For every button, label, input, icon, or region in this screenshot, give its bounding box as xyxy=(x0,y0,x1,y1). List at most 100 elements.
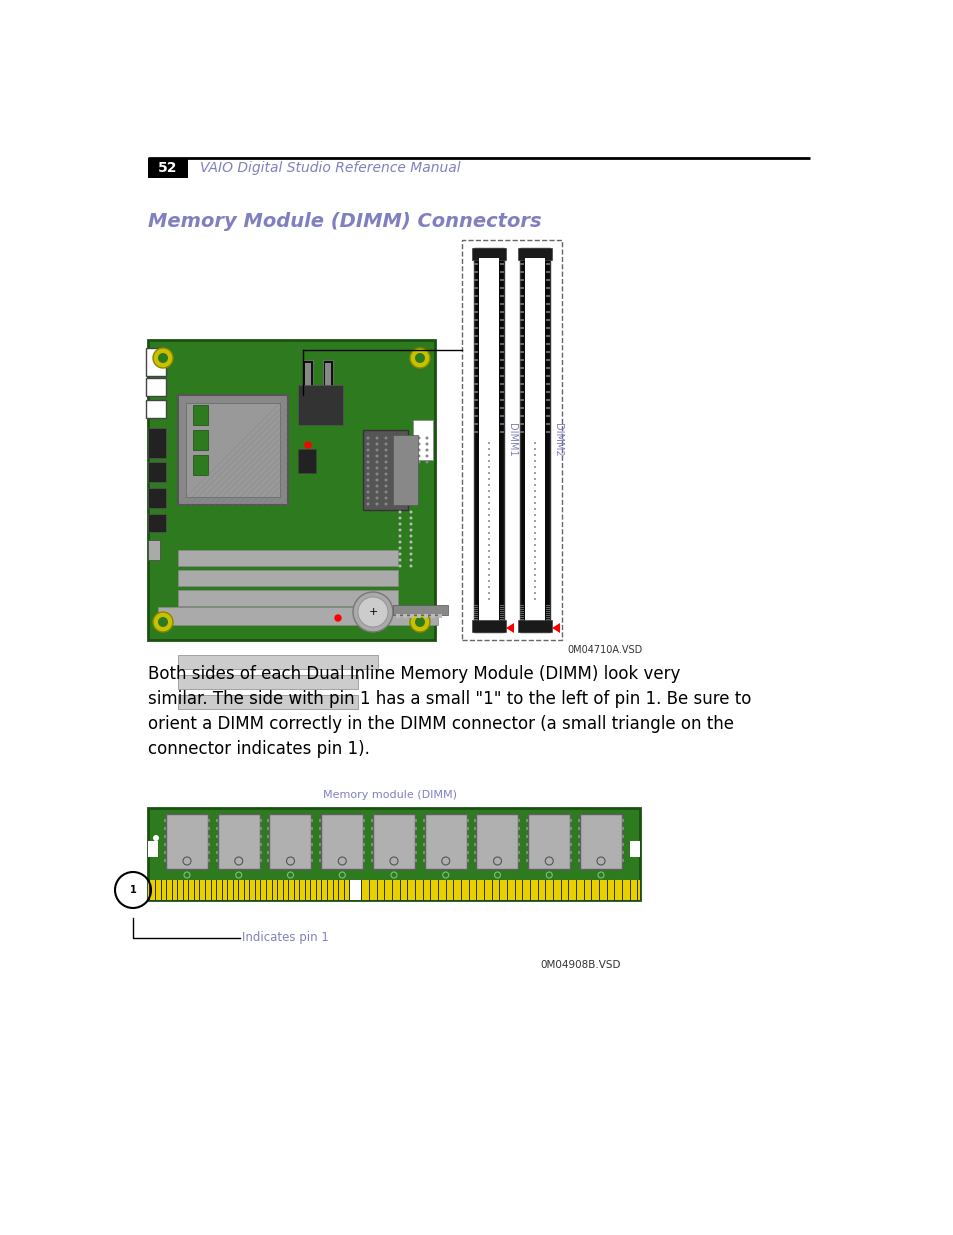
FancyBboxPatch shape xyxy=(499,279,503,282)
Circle shape xyxy=(158,618,168,627)
FancyBboxPatch shape xyxy=(221,881,222,900)
FancyBboxPatch shape xyxy=(474,408,477,409)
FancyBboxPatch shape xyxy=(519,622,523,624)
Circle shape xyxy=(366,461,369,463)
FancyBboxPatch shape xyxy=(519,343,523,345)
FancyBboxPatch shape xyxy=(545,375,550,377)
FancyBboxPatch shape xyxy=(621,881,622,900)
FancyBboxPatch shape xyxy=(312,844,314,846)
FancyBboxPatch shape xyxy=(259,819,261,823)
Circle shape xyxy=(488,556,490,558)
FancyBboxPatch shape xyxy=(499,399,503,401)
FancyBboxPatch shape xyxy=(146,378,166,396)
FancyBboxPatch shape xyxy=(399,881,400,900)
Circle shape xyxy=(425,461,428,463)
FancyBboxPatch shape xyxy=(259,835,261,839)
FancyBboxPatch shape xyxy=(499,311,503,312)
Circle shape xyxy=(366,496,369,499)
FancyBboxPatch shape xyxy=(164,851,166,853)
Circle shape xyxy=(534,508,536,510)
FancyBboxPatch shape xyxy=(621,835,623,839)
FancyBboxPatch shape xyxy=(460,881,461,900)
FancyBboxPatch shape xyxy=(395,614,399,618)
FancyBboxPatch shape xyxy=(254,881,255,900)
FancyBboxPatch shape xyxy=(498,881,499,900)
FancyBboxPatch shape xyxy=(476,814,518,869)
Circle shape xyxy=(353,592,393,632)
Circle shape xyxy=(393,478,396,482)
FancyBboxPatch shape xyxy=(466,827,468,830)
Text: 1: 1 xyxy=(130,885,136,895)
FancyBboxPatch shape xyxy=(474,335,477,337)
FancyBboxPatch shape xyxy=(578,827,579,830)
FancyBboxPatch shape xyxy=(499,431,503,433)
FancyBboxPatch shape xyxy=(474,622,477,624)
Circle shape xyxy=(488,532,490,534)
Text: VAIO Digital Studio Reference Manual: VAIO Digital Studio Reference Manual xyxy=(200,161,460,175)
FancyBboxPatch shape xyxy=(519,415,523,417)
FancyBboxPatch shape xyxy=(545,327,550,329)
FancyBboxPatch shape xyxy=(519,311,523,312)
Circle shape xyxy=(534,520,536,522)
FancyBboxPatch shape xyxy=(499,615,503,616)
FancyBboxPatch shape xyxy=(371,851,373,853)
Circle shape xyxy=(488,543,490,546)
Circle shape xyxy=(534,490,536,492)
FancyBboxPatch shape xyxy=(323,359,333,395)
FancyBboxPatch shape xyxy=(148,488,166,508)
FancyBboxPatch shape xyxy=(413,420,433,459)
Circle shape xyxy=(409,541,412,543)
FancyBboxPatch shape xyxy=(499,327,503,329)
FancyBboxPatch shape xyxy=(545,270,550,273)
FancyBboxPatch shape xyxy=(415,844,416,846)
FancyBboxPatch shape xyxy=(297,385,343,425)
FancyBboxPatch shape xyxy=(499,375,503,377)
FancyBboxPatch shape xyxy=(519,391,523,393)
FancyBboxPatch shape xyxy=(519,295,523,296)
Circle shape xyxy=(534,592,536,594)
Circle shape xyxy=(534,585,536,588)
FancyBboxPatch shape xyxy=(474,431,477,433)
FancyBboxPatch shape xyxy=(474,615,477,616)
FancyBboxPatch shape xyxy=(515,881,516,900)
FancyBboxPatch shape xyxy=(499,606,503,608)
FancyBboxPatch shape xyxy=(499,616,503,618)
Circle shape xyxy=(384,503,387,505)
Circle shape xyxy=(375,467,378,469)
Circle shape xyxy=(488,538,490,540)
FancyBboxPatch shape xyxy=(474,616,477,618)
FancyBboxPatch shape xyxy=(319,827,321,830)
FancyBboxPatch shape xyxy=(474,270,477,273)
Circle shape xyxy=(534,538,536,540)
FancyBboxPatch shape xyxy=(178,695,357,709)
FancyBboxPatch shape xyxy=(282,881,283,900)
Circle shape xyxy=(398,541,401,543)
FancyBboxPatch shape xyxy=(499,335,503,337)
FancyBboxPatch shape xyxy=(466,860,468,862)
FancyBboxPatch shape xyxy=(415,851,416,853)
FancyBboxPatch shape xyxy=(474,424,477,425)
Circle shape xyxy=(305,442,311,448)
FancyBboxPatch shape xyxy=(568,881,569,900)
Circle shape xyxy=(534,472,536,474)
FancyBboxPatch shape xyxy=(315,881,316,900)
FancyBboxPatch shape xyxy=(474,383,477,385)
FancyBboxPatch shape xyxy=(164,860,166,862)
Circle shape xyxy=(393,442,396,446)
Circle shape xyxy=(534,543,536,546)
Text: +: + xyxy=(368,606,377,618)
FancyBboxPatch shape xyxy=(629,881,630,900)
Circle shape xyxy=(488,472,490,474)
FancyBboxPatch shape xyxy=(474,610,477,613)
FancyBboxPatch shape xyxy=(415,881,416,900)
FancyBboxPatch shape xyxy=(422,860,424,862)
FancyBboxPatch shape xyxy=(303,359,313,395)
Circle shape xyxy=(158,353,168,363)
Circle shape xyxy=(534,442,536,445)
FancyBboxPatch shape xyxy=(519,613,523,614)
Circle shape xyxy=(488,585,490,588)
Circle shape xyxy=(488,478,490,480)
FancyBboxPatch shape xyxy=(579,814,621,869)
FancyBboxPatch shape xyxy=(319,851,321,853)
FancyBboxPatch shape xyxy=(327,881,328,900)
